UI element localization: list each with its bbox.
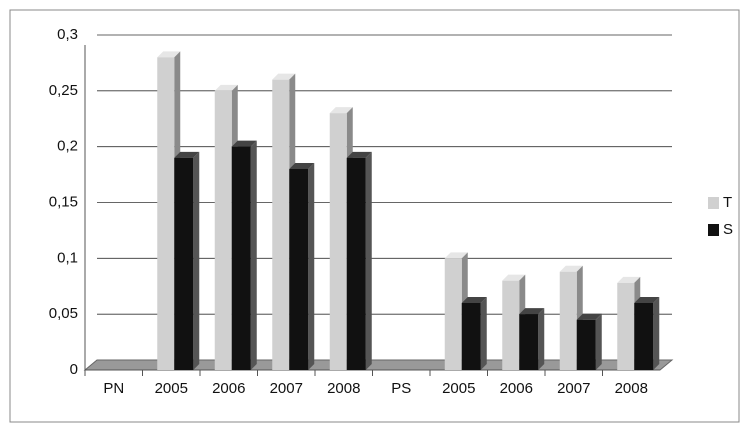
bar-side xyxy=(538,308,545,370)
bar-side xyxy=(308,163,315,370)
bar-top xyxy=(559,265,583,272)
x-tick-label: PS xyxy=(391,380,411,397)
bar-top xyxy=(157,51,181,58)
bar xyxy=(157,57,175,370)
legend-label: T xyxy=(723,194,732,211)
x-tick-label: 2006 xyxy=(500,380,533,397)
x-tick-label: PN xyxy=(103,380,124,397)
legend-swatch xyxy=(708,197,719,209)
bar-top xyxy=(231,140,257,147)
bar xyxy=(576,319,596,370)
bar-top xyxy=(461,297,487,303)
bar-top xyxy=(502,274,526,281)
bar-top xyxy=(634,297,660,303)
legend-label: S xyxy=(723,221,733,238)
bar xyxy=(214,90,232,370)
bar-side xyxy=(250,140,257,370)
bar-side xyxy=(480,297,487,370)
bar-top xyxy=(346,151,372,158)
bar xyxy=(272,79,290,371)
x-tick-label: 2007 xyxy=(557,380,590,397)
x-tick-label: 2006 xyxy=(212,380,245,397)
bar-top xyxy=(174,151,200,158)
bar-side xyxy=(653,297,660,370)
bar-top xyxy=(576,313,602,320)
bar xyxy=(174,157,194,370)
y-tick-label: 0,05 xyxy=(49,305,78,322)
bar-top xyxy=(289,163,315,169)
bar xyxy=(634,303,654,370)
y-tick-label: 0,2 xyxy=(57,138,78,155)
bar xyxy=(289,169,309,370)
bar-top xyxy=(519,308,545,315)
x-tick-label: 2005 xyxy=(442,380,475,397)
y-tick-label: 0 xyxy=(70,361,78,378)
x-tick-label: 2007 xyxy=(270,380,303,397)
bar-top xyxy=(617,276,641,283)
bar xyxy=(461,303,481,370)
bar xyxy=(444,258,462,370)
y-tick-label: 0,15 xyxy=(49,193,78,210)
bar-top xyxy=(329,107,353,114)
bar xyxy=(617,282,635,370)
bar xyxy=(559,271,577,370)
bar xyxy=(346,157,366,370)
bar-top xyxy=(214,84,238,91)
bar xyxy=(329,113,347,371)
y-tick-label: 0,1 xyxy=(57,249,78,266)
bar-top xyxy=(444,252,468,259)
legend-swatch xyxy=(708,224,719,236)
bar-side xyxy=(595,313,602,370)
x-tick-label: 2008 xyxy=(327,380,360,397)
bar-side xyxy=(365,151,372,370)
y-tick-label: 0,25 xyxy=(49,82,78,99)
x-tick-label: 2008 xyxy=(615,380,648,397)
bar-top xyxy=(272,73,296,80)
bar-side xyxy=(193,151,200,370)
y-tick-label: 0,3 xyxy=(57,26,78,43)
bar xyxy=(231,146,251,370)
bar xyxy=(519,314,539,370)
bar xyxy=(502,280,520,370)
x-tick-label: 2005 xyxy=(155,380,188,397)
